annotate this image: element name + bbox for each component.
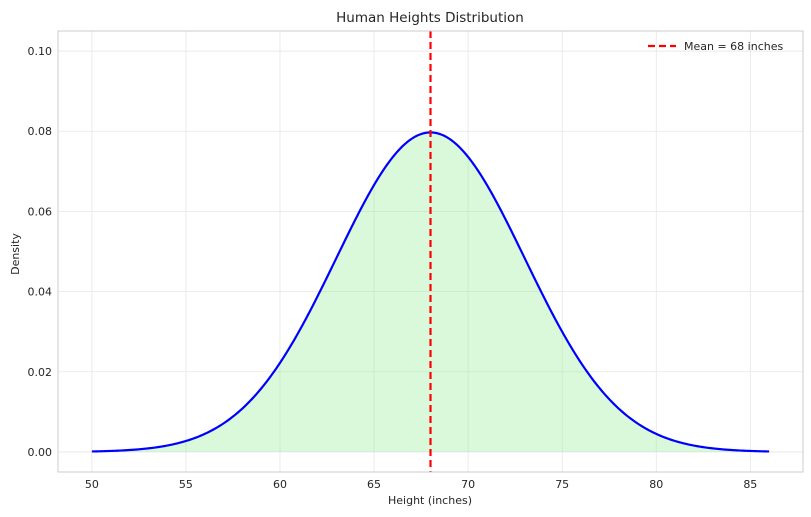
- legend: Mean = 68 inches: [648, 40, 783, 53]
- y-tick-label: 0.10: [28, 45, 53, 58]
- y-axis-label: Density: [9, 233, 22, 275]
- x-tick-label: 85: [743, 478, 757, 491]
- y-tick-label: 0.04: [28, 286, 53, 299]
- x-tick-label: 65: [367, 478, 381, 491]
- x-tick-label: 70: [461, 478, 475, 491]
- density-fill: [91, 132, 770, 452]
- legend-label-mean: Mean = 68 inches: [684, 40, 783, 53]
- x-tick-label: 50: [85, 478, 99, 491]
- y-tick-labels: 0.00 0.02 0.04 0.06 0.08 0.10: [28, 45, 53, 459]
- y-tick-label: 0.06: [28, 205, 53, 218]
- x-tick-labels: 50 55 60 65 70 75 80 85: [85, 478, 757, 491]
- x-tick-label: 60: [273, 478, 287, 491]
- y-tick-label: 0.00: [28, 446, 53, 459]
- chart-title: Human Heights Distribution: [336, 10, 524, 26]
- plot-frame: [57, 30, 804, 473]
- y-tick-label: 0.08: [28, 125, 53, 138]
- grid: [58, 31, 803, 472]
- x-tick-label: 80: [649, 478, 663, 491]
- x-tick-label: 75: [555, 478, 569, 491]
- x-tick-label: 55: [179, 478, 193, 491]
- x-axis-label: Height (inches): [388, 494, 472, 507]
- y-tick-label: 0.02: [28, 366, 53, 379]
